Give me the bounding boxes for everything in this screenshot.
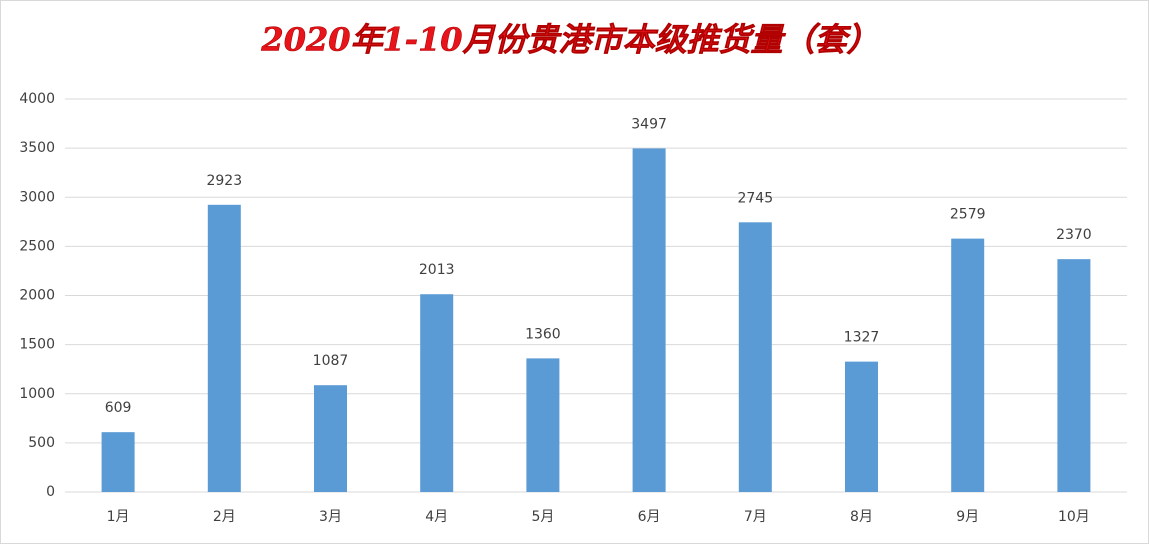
x-tick-label: 6月 <box>638 509 661 525</box>
bar <box>526 358 560 492</box>
bar <box>951 238 985 492</box>
x-tick-label: 5月 <box>531 509 554 525</box>
data-label: 1360 <box>525 326 561 342</box>
y-tick-label: 1500 <box>19 337 55 353</box>
x-tick-label: 10月 <box>1058 509 1090 525</box>
x-tick-label: 1月 <box>107 509 130 525</box>
bar <box>101 432 135 492</box>
y-tick-label: 3000 <box>19 189 55 205</box>
y-tick-label: 2000 <box>19 288 55 304</box>
bar <box>314 385 347 492</box>
bar <box>845 361 878 492</box>
data-label: 2370 <box>1056 227 1092 243</box>
chart-title: 2020年1-10月份贵港市本级推货量（套） <box>260 21 878 59</box>
x-tick-label: 3月 <box>319 509 342 525</box>
y-tick-label: 2500 <box>19 238 55 254</box>
y-tick-label: 1000 <box>19 386 55 402</box>
bar <box>207 204 241 492</box>
bar <box>738 222 772 492</box>
y-tick-label: 3500 <box>19 140 55 156</box>
y-tick-label: 500 <box>28 435 55 451</box>
y-tick-label: 4000 <box>19 91 55 107</box>
bar <box>420 294 454 492</box>
x-tick-label: 8月 <box>850 509 873 525</box>
x-tick-label: 9月 <box>956 509 979 525</box>
x-tick-label: 4月 <box>425 509 448 525</box>
y-tick-label: 0 <box>46 484 55 500</box>
x-tick-label: 7月 <box>744 509 767 525</box>
data-label: 609 <box>105 400 132 416</box>
data-label: 2013 <box>419 262 455 278</box>
data-label: 2745 <box>737 190 773 206</box>
x-tick-label: 2月 <box>213 509 236 525</box>
data-label: 2923 <box>206 173 242 189</box>
bar <box>632 148 666 493</box>
data-label: 3497 <box>631 116 667 132</box>
data-label: 2579 <box>950 207 986 223</box>
bar <box>1057 259 1091 492</box>
data-label: 1087 <box>313 353 349 369</box>
data-label: 1327 <box>844 330 880 346</box>
